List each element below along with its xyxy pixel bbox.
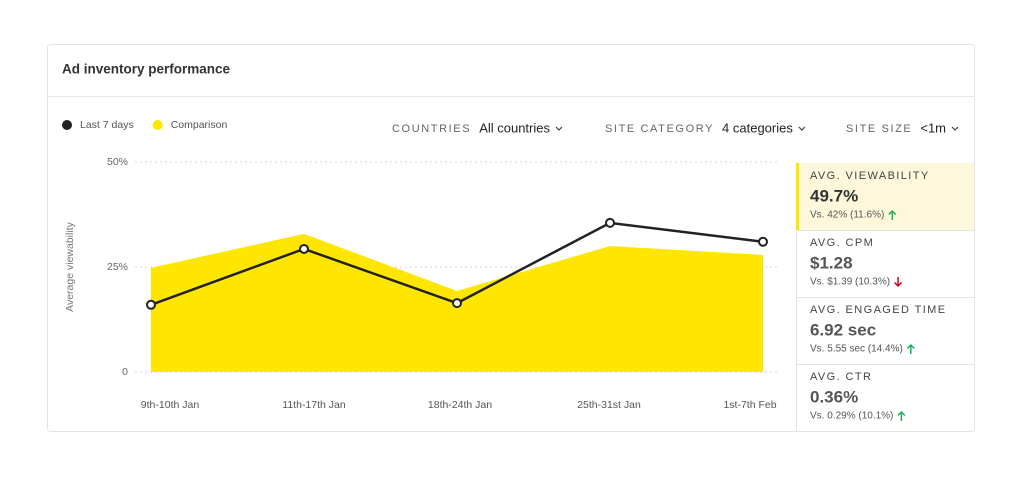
metric-value[interactable]: 49.7%: [810, 186, 858, 205]
metric-label[interactable]: AVG. CPM: [810, 237, 874, 249]
trend-arrow: [897, 410, 906, 421]
filter-label[interactable]: SITE SIZE: [846, 123, 912, 135]
metric-comparison: Vs. 0.29% (10.1%): [810, 411, 893, 422]
y-tick-label: 50%: [107, 156, 128, 168]
trend-arrow: [888, 209, 897, 220]
y-tick-label: 0: [122, 366, 128, 378]
chevron[interactable]: [798, 126, 806, 131]
chevron[interactable]: [555, 126, 563, 131]
x-tick-label: 18th-24th Jan: [428, 399, 492, 411]
x-tick-label: 1st-7th Feb: [723, 399, 776, 411]
metric-value[interactable]: 0.36%: [810, 387, 858, 406]
metric-highlight: [797, 163, 974, 230]
point: [452, 298, 462, 309]
x-tick-label: 25th-31st Jan: [577, 399, 641, 411]
point: [299, 243, 309, 254]
filter-label[interactable]: SITE CATEGORY: [605, 123, 714, 135]
legend-label: Last 7 days: [80, 119, 134, 131]
trend-arrow: [906, 343, 915, 354]
metric-comparison: Vs. 42% (11.6%): [810, 210, 884, 221]
metric-label[interactable]: AVG. CTR: [810, 371, 872, 383]
point: [605, 217, 615, 228]
legend-label: Comparison: [171, 119, 228, 131]
chevron[interactable]: [951, 126, 959, 131]
filter-value[interactable]: All countries: [479, 120, 550, 135]
trend-arrow: [894, 277, 903, 288]
metric-indicator: [796, 163, 799, 230]
point: [146, 299, 156, 310]
filter-value[interactable]: <1m: [920, 120, 946, 135]
metric-comparison: Vs. 5.55 sec (14.4%): [810, 344, 903, 355]
legend-swatch: [152, 120, 163, 130]
card-title: Ad inventory performance: [62, 62, 231, 77]
legend-swatch: [62, 120, 72, 130]
x-tick-label: 11th-17th Jan: [282, 399, 346, 411]
metric-label[interactable]: AVG. VIEWABILITY: [810, 170, 930, 182]
metric-value[interactable]: 6.92 sec: [810, 320, 876, 339]
filter-label[interactable]: COUNTRIES: [392, 123, 471, 135]
x-tick-label: 9th-10th Jan: [141, 399, 200, 411]
point: [758, 236, 768, 247]
metric-label[interactable]: AVG. ENGAGED TIME: [810, 304, 946, 316]
metric-value[interactable]: $1.28: [810, 253, 853, 272]
y-axis-label: Average viewability: [64, 221, 76, 311]
metric-comparison: Vs. $1.39 (10.3%): [810, 277, 890, 288]
y-tick-label: 25%: [107, 261, 128, 273]
filter-value[interactable]: 4 categories: [722, 120, 793, 135]
